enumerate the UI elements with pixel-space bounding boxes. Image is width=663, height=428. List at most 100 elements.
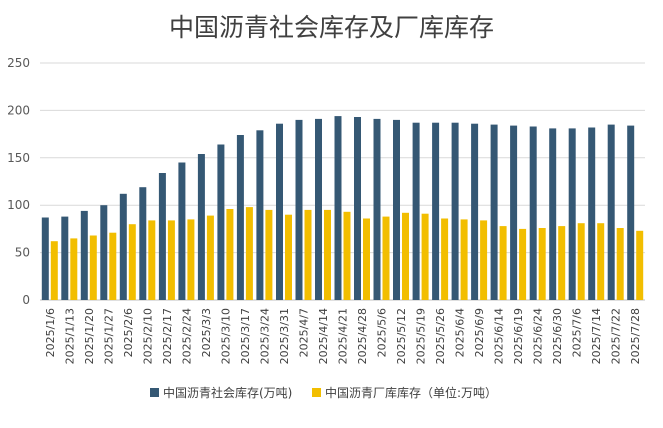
bar-social-inventory: [393, 119, 400, 301]
bar-social-inventory: [158, 173, 166, 300]
bar-social-inventory: [80, 210, 88, 300]
x-tick-label: 2025/1/20: [83, 308, 96, 364]
bar-social-inventory: [295, 119, 303, 301]
bar-factory-inventory: [285, 214, 292, 300]
bar-social-inventory: [451, 122, 459, 300]
y-tick-label: 250: [7, 56, 30, 70]
legend-label-factory: 中国沥青厂库库存（单位:万吨）: [325, 385, 497, 400]
x-tick-label: 2025/3/31: [278, 308, 291, 364]
x-tick-label: 2025/5/6: [376, 308, 389, 357]
y-tick-label: 0: [22, 293, 30, 307]
bar-factory-inventory: [148, 220, 156, 300]
bar-factory-inventory: [304, 209, 312, 300]
bar-factory-inventory: [265, 209, 273, 300]
bar-factory-inventory: [167, 220, 175, 300]
bar-factory-inventory: [128, 224, 136, 300]
bar-social-inventory: [471, 123, 479, 300]
x-tick-label: 2025/6/4: [454, 308, 467, 357]
y-tick-label: 200: [7, 103, 30, 117]
x-tick-label: 2025/7/6: [571, 308, 584, 357]
y-tick-label: 50: [15, 246, 30, 260]
bar-social-inventory: [334, 116, 342, 300]
bar-social-inventory: [568, 128, 576, 300]
legend-swatch-social: [150, 388, 159, 397]
bar-social-inventory: [490, 124, 498, 300]
bar-factory-inventory: [382, 216, 390, 300]
bar-factory-inventory: [499, 226, 507, 300]
bar-factory-inventory: [480, 220, 488, 300]
bar-factory-inventory: [441, 218, 449, 300]
bar-social-inventory: [412, 122, 420, 300]
bar-social-inventory: [373, 118, 381, 301]
x-tick-label: 2025/3/10: [219, 308, 232, 364]
bar-social-inventory: [119, 193, 127, 300]
x-tick-label: 2025/1/27: [102, 308, 115, 364]
bar-social-inventory: [178, 162, 186, 300]
chart-title: 中国沥青社会库存及厂库库存: [168, 13, 494, 42]
bar-social-inventory: [354, 117, 361, 300]
y-tick-label: 150: [7, 151, 30, 165]
bar-social-inventory: [510, 125, 518, 300]
bar-factory-inventory: [89, 235, 97, 300]
bar-factory-inventory: [226, 209, 234, 300]
x-tick-label: 2025/6/14: [493, 308, 506, 364]
bar-social-inventory: [139, 187, 147, 300]
bar-factory-inventory: [187, 219, 195, 300]
x-tick-label: 2025/6/19: [512, 308, 525, 364]
x-tick-label: 2025/5/26: [434, 308, 447, 364]
bar-factory-inventory: [460, 219, 468, 300]
x-tick-label: 2025/5/19: [415, 308, 428, 364]
x-tick-label: 2025/4/28: [356, 308, 369, 364]
bar-factory-inventory: [324, 209, 331, 300]
bar-factory-inventory: [70, 238, 78, 300]
bar-social-inventory: [197, 154, 205, 300]
bar-factory-inventory: [616, 228, 624, 300]
legend-swatch-factory: [312, 388, 321, 397]
bar-factory-inventory: [636, 230, 644, 300]
legend-label-social: 中国沥青社会库存(万吨): [163, 385, 292, 400]
bar-social-inventory: [549, 128, 557, 300]
x-tick-label: 2025/4/21: [337, 308, 350, 364]
bar-factory-inventory: [421, 213, 429, 300]
bar-social-inventory: [627, 125, 635, 300]
x-tick-label: 2025/2/17: [161, 308, 174, 364]
x-tick-label: 2025/6/24: [532, 308, 545, 364]
bar-social-inventory: [41, 217, 49, 300]
x-tick-label: 2025/7/22: [610, 308, 623, 364]
x-tick-label: 2025/4/14: [317, 308, 330, 364]
bar-social-inventory: [588, 127, 596, 300]
bar-social-inventory: [529, 126, 537, 300]
x-tick-label: 2025/5/12: [395, 308, 408, 364]
bar-social-inventory: [276, 123, 283, 300]
bar-factory-inventory: [50, 241, 58, 300]
x-tick-label: 2025/6/9: [473, 308, 486, 357]
bar-factory-inventory: [519, 228, 527, 300]
bar-social-inventory: [217, 144, 225, 300]
bar-social-inventory: [256, 130, 264, 300]
bar-social-inventory: [607, 124, 615, 300]
x-tick-label: 2025/3/17: [239, 308, 252, 364]
bar-social-inventory: [61, 216, 69, 300]
bar-social-inventory: [315, 118, 322, 301]
bar-factory-inventory: [577, 223, 585, 300]
x-tick-label: 2025/7/14: [590, 308, 603, 364]
bar-factory-inventory: [363, 218, 370, 300]
bar-social-inventory: [236, 135, 244, 300]
x-tick-label: 2025/4/7: [297, 308, 310, 357]
y-tick-label: 100: [7, 198, 30, 212]
x-tick-label: 2025/2/24: [180, 308, 193, 364]
bar-factory-inventory: [206, 215, 214, 300]
bar-factory-inventory: [538, 228, 546, 300]
bar-factory-inventory: [343, 211, 351, 300]
bar-factory-inventory: [109, 232, 117, 300]
x-tick-label: 2025/1/13: [63, 308, 76, 364]
bar-social-inventory: [100, 205, 108, 300]
x-tick-label: 2025/6/30: [551, 308, 564, 364]
x-tick-label: 2025/2/10: [141, 308, 154, 364]
x-tick-label: 2025/3/24: [258, 308, 271, 364]
bar-factory-inventory: [597, 223, 605, 300]
x-tick-label: 2025/3/3: [200, 308, 213, 357]
x-tick-label: 2025/1/6: [44, 308, 57, 357]
